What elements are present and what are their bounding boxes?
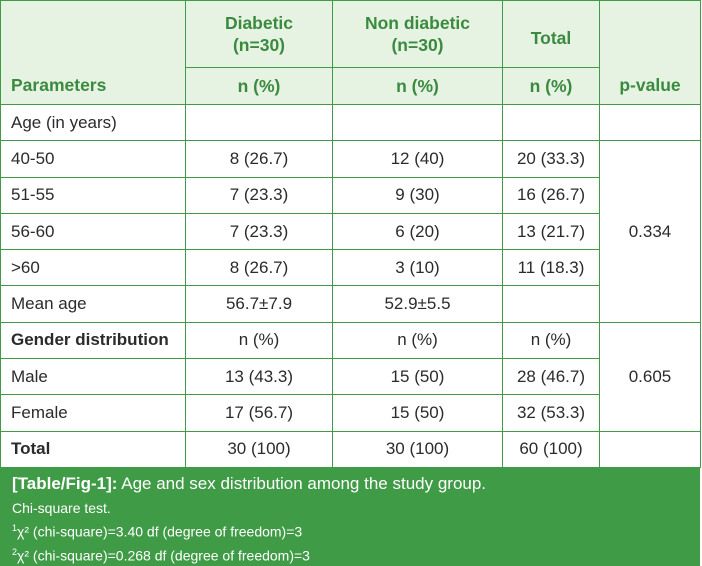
- header-n-pct-total: n (%): [502, 67, 600, 105]
- empty-cell: [185, 103, 333, 142]
- cell-non-diabetic: 15 (50): [332, 358, 503, 396]
- cell-non-diabetic: 9 (30): [332, 176, 503, 214]
- cell-diabetic: 7 (23.3): [185, 176, 333, 214]
- gender-p-value: 0.605: [599, 321, 701, 432]
- caption-label: [Table/Fig-1]:: [12, 473, 118, 493]
- table-row: Age (in years): [0, 103, 701, 142]
- table-row: 56-60 7 (23.3) 6 (20) 13 (21.7): [0, 212, 701, 251]
- footnote-2-marker: 2: [12, 546, 18, 557]
- table-row: Mean age 56.7±7.9 52.9±5.5: [0, 285, 701, 323]
- cell-non-diabetic: 6 (20): [332, 212, 503, 251]
- footnote-1-marker: 1: [12, 522, 18, 533]
- cell-total: 20 (33.3): [502, 140, 600, 178]
- table-row: Male 13 (43.3) 15 (50) 28 (46.7): [0, 358, 701, 396]
- total-row: Total 30 (100) 30 (100) 60 (100): [0, 430, 701, 468]
- empty-cell: [502, 103, 600, 142]
- row-label: >60: [0, 249, 186, 287]
- table-row: Gender distribution n (%) n (%) n (%) 0.…: [0, 321, 701, 432]
- header-n-pct-diabetic: n (%): [185, 67, 333, 105]
- empty-cell: [332, 103, 503, 142]
- cell-non-diabetic: 52.9±5.5: [332, 285, 503, 323]
- empty-cell: [599, 103, 701, 142]
- cell-diabetic: 56.7±7.9: [185, 285, 333, 323]
- cell-non-diabetic: 30 (100): [332, 430, 503, 468]
- header-non-diabetic: Non diabetic (n=30): [332, 0, 503, 68]
- cell-non-diabetic: 15 (50): [332, 394, 503, 432]
- row-label: Mean age: [0, 285, 186, 323]
- header-p-value: p-value: [599, 0, 701, 105]
- cell-non-diabetic: 12 (40): [332, 140, 503, 178]
- cell-diabetic: 30 (100): [185, 430, 333, 468]
- row-label: 56-60: [0, 212, 186, 251]
- caption-title: [Table/Fig-1]: Age and sex distribution …: [12, 474, 690, 494]
- header-total: Total: [502, 0, 600, 68]
- caption-test-note: Chi-square test.: [12, 499, 111, 516]
- footnote-1-text: χ² (chi-square)=3.40 df (degree of freed…: [17, 523, 303, 540]
- cell-diabetic: 7 (23.3): [185, 212, 333, 251]
- cell-total: 32 (53.3): [502, 394, 600, 432]
- header-blank: [0, 0, 186, 68]
- table-row: Female 17 (56.7) 15 (50) 32 (53.3): [0, 394, 701, 432]
- header-diabetic: Diabetic (n=30): [185, 0, 333, 68]
- row-label: Female: [0, 394, 186, 432]
- header-row-2: Parameters n (%) n (%) n (%): [0, 67, 701, 105]
- cell-total: 28 (46.7): [502, 358, 600, 396]
- cell-diabetic: 8 (26.7): [185, 249, 333, 287]
- data-table: Diabetic (n=30) Non diabetic (n=30) Tota…: [0, 0, 701, 468]
- header-n-pct-non-diabetic: n (%): [332, 67, 503, 105]
- cell-non-diabetic: n (%): [332, 321, 503, 360]
- empty-cell: [599, 430, 701, 468]
- cell-total: 16 (26.7): [502, 176, 600, 214]
- cell-total: n (%): [502, 321, 600, 360]
- cell-total: 11 (18.3): [502, 249, 600, 287]
- header-row-1: Diabetic (n=30) Non diabetic (n=30) Tota…: [0, 0, 701, 105]
- cell-diabetic: n (%): [185, 321, 333, 360]
- row-label: Male: [0, 358, 186, 396]
- row-label: Total: [0, 430, 186, 468]
- figure-caption: [Table/Fig-1]: Age and sex distribution …: [0, 467, 700, 566]
- footnote-2-text: χ² (chi-square)=0.268 df (degree of free…: [17, 547, 310, 564]
- row-label: 40-50: [0, 140, 186, 178]
- table-row: 51-55 7 (23.3) 9 (30) 16 (26.7): [0, 176, 701, 214]
- cell-total: 13 (21.7): [502, 212, 600, 251]
- empty-cell: [502, 285, 600, 323]
- footnote-2: 2χ² (chi-square)=0.268 df (degree of fre…: [12, 542, 690, 566]
- age-section-label: Age (in years): [0, 103, 186, 142]
- cell-diabetic: 8 (26.7): [185, 140, 333, 178]
- gender-section-label: Gender distribution: [0, 321, 186, 360]
- table-row: >60 8 (26.7) 3 (10) 11 (18.3): [0, 249, 701, 287]
- caption-text: Age and sex distribution among the study…: [117, 473, 487, 493]
- header-parameters: Parameters: [0, 67, 186, 105]
- cell-diabetic: 13 (43.3): [185, 358, 333, 396]
- cell-diabetic: 17 (56.7): [185, 394, 333, 432]
- cell-non-diabetic: 3 (10): [332, 249, 503, 287]
- table-row: 40-50 8 (26.7) 12 (40) 20 (33.3) 0.334: [0, 140, 701, 323]
- row-label: 51-55: [0, 176, 186, 214]
- cell-total: 60 (100): [502, 430, 600, 468]
- footnote-1: 1χ² (chi-square)=3.40 df (degree of free…: [12, 518, 690, 542]
- age-p-value: 0.334: [599, 140, 701, 323]
